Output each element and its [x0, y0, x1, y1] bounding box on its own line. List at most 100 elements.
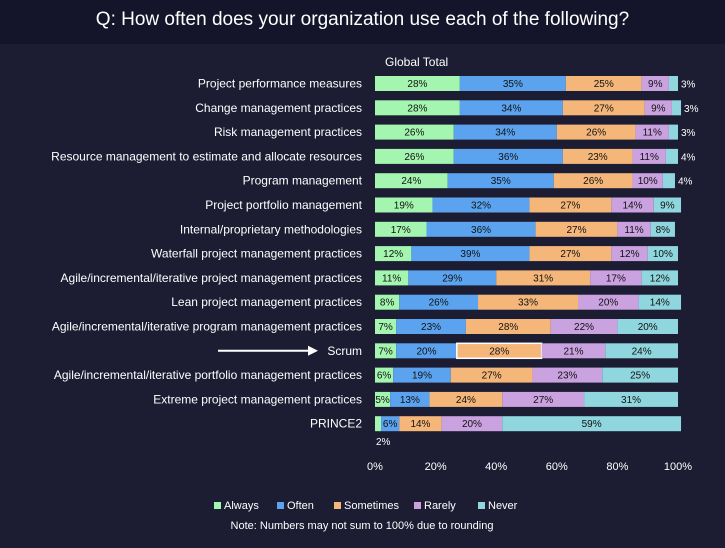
bar-segment: [535, 221, 618, 237]
x-tick-label: 60%: [546, 461, 568, 473]
x-tick-label: 80%: [606, 461, 628, 473]
category-label: Agile/incremental/iterative portfolio ma…: [54, 368, 362, 382]
category-label: Scrum: [327, 344, 362, 358]
data-label: 25%: [630, 371, 650, 382]
category-label: Project portfolio management: [205, 198, 362, 212]
bar-segment: [590, 270, 642, 286]
bar-segment: [375, 343, 397, 359]
data-label: 10%: [638, 176, 658, 187]
data-label: 26%: [429, 298, 449, 309]
category-label: Agile/incremental/iterative program mana…: [52, 320, 362, 334]
bar-segment: [408, 270, 497, 286]
data-label: 27%: [560, 201, 580, 212]
bar-segment: [375, 100, 460, 116]
bar-segment: [375, 197, 433, 213]
legend-swatch: [414, 502, 421, 509]
data-label: 31%: [621, 395, 641, 406]
bar-segment: [605, 343, 678, 359]
bar-segment: [665, 148, 678, 164]
bar-segment: [529, 246, 612, 262]
bar-segment: [411, 246, 530, 262]
footnote: Note: Numbers may not sum to 100% due to…: [231, 520, 494, 532]
title-bar: [0, 0, 725, 44]
highlight-arrow-head: [308, 345, 318, 356]
legend-label: Always: [224, 500, 259, 512]
bar-segment: [375, 124, 454, 140]
bar-segment: [450, 367, 533, 383]
x-tick-label: 0%: [367, 461, 383, 473]
bar-segment: [375, 319, 397, 334]
bar-segment: [441, 416, 503, 432]
bar-segment: [617, 221, 651, 237]
bar-segment: [453, 148, 563, 164]
bar-segment: [375, 76, 460, 91]
data-label: 35%: [491, 176, 511, 187]
category-label: Resource management to estimate and allo…: [51, 149, 362, 163]
bar-segment: [617, 319, 678, 334]
bar-segment: [611, 197, 654, 213]
data-label: 26%: [404, 128, 424, 139]
chart-title: Q: How often does your organization use …: [95, 9, 630, 30]
bar-segment: [632, 173, 663, 189]
category-label: Extreme project management practices: [153, 392, 362, 406]
bar-segment: [553, 173, 633, 189]
bar-segment: [647, 246, 678, 262]
x-tick-label: 20%: [425, 461, 447, 473]
data-label: 36%: [498, 152, 518, 163]
data-label: 17%: [606, 273, 626, 284]
bar-segment: [396, 343, 457, 359]
data-label: 24%: [401, 176, 421, 187]
data-label: 32%: [471, 201, 491, 212]
data-label: 21%: [563, 346, 583, 357]
bar-segment: [562, 148, 633, 164]
bar-segment: [465, 319, 551, 334]
data-label: 19%: [412, 371, 432, 382]
data-label: 20%: [638, 322, 658, 333]
data-label: 11%: [643, 128, 662, 139]
data-label: 26%: [404, 152, 424, 163]
data-label: 9%: [651, 103, 666, 114]
bar-segment: [459, 100, 563, 116]
data-label: 27%: [533, 395, 553, 406]
bar-segment: [668, 76, 678, 91]
data-label: 27%: [560, 249, 580, 260]
data-label: 23%: [421, 322, 441, 333]
bar-segment: [390, 391, 430, 407]
legend-swatch: [277, 502, 284, 509]
data-label: 26%: [583, 176, 603, 187]
bar-segment: [644, 100, 672, 116]
data-label: 24%: [456, 395, 476, 406]
data-label: 23%: [588, 152, 608, 163]
bar-segment: [381, 416, 400, 432]
bar-segment: [375, 246, 412, 262]
data-label: 19%: [394, 201, 414, 212]
bar-segment: [502, 416, 682, 432]
category-label: Program management: [243, 174, 363, 188]
data-label: 4%: [678, 177, 693, 188]
data-label: 31%: [533, 273, 553, 284]
bar-segment: [399, 416, 442, 432]
data-label: 34%: [495, 128, 515, 139]
bar-segment: [429, 391, 503, 407]
data-label: 4%: [681, 152, 696, 163]
data-label: 8%: [380, 298, 395, 309]
data-label: 35%: [503, 79, 523, 90]
bar-segment: [478, 294, 579, 310]
data-label: 27%: [566, 225, 586, 236]
data-label: 9%: [660, 201, 675, 212]
data-label: 27%: [594, 103, 614, 114]
data-label: 23%: [557, 371, 577, 382]
bar-segment: [396, 319, 466, 334]
bar-segment: [375, 367, 394, 383]
data-label: 11%: [382, 273, 401, 284]
data-label: 33%: [518, 298, 538, 309]
data-label: 25%: [594, 79, 614, 90]
bar-segment: [375, 148, 454, 164]
bar-segment: [375, 221, 427, 237]
bar-segment: [375, 173, 448, 189]
data-label: 28%: [489, 346, 509, 357]
x-tick-label: 40%: [485, 461, 507, 473]
bar-segment: [453, 124, 557, 140]
bar-segment: [668, 124, 678, 140]
